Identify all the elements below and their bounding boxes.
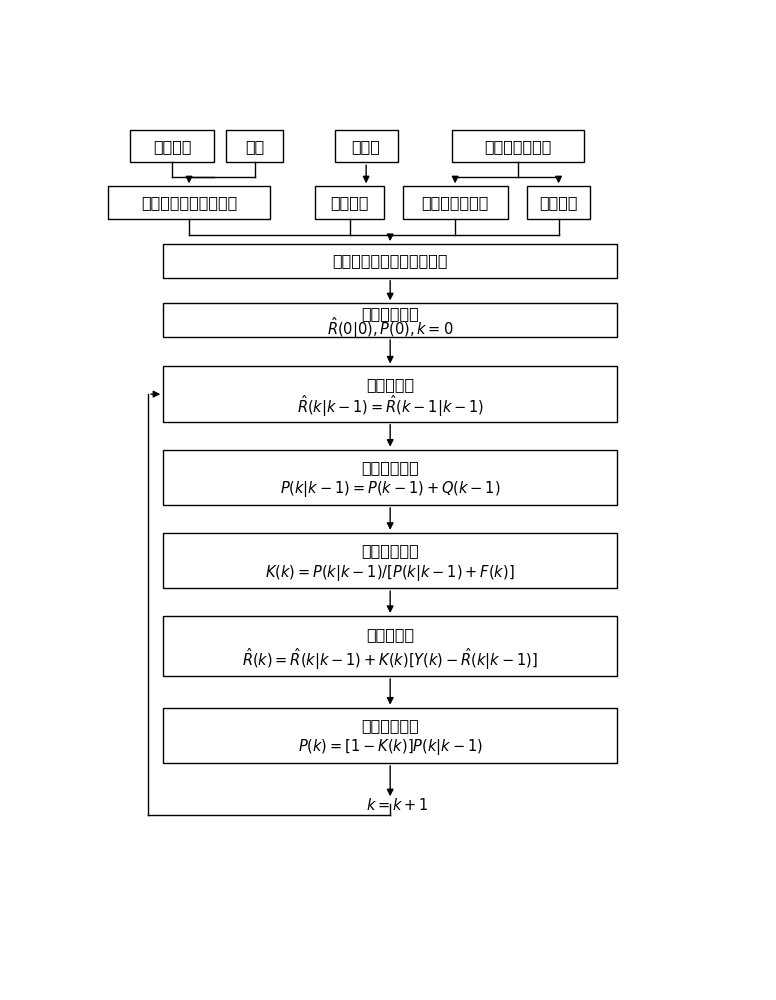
Text: 移动终端: 移动终端 [153, 139, 192, 154]
Text: $k=k+1$: $k=k+1$ [366, 797, 429, 813]
Bar [227, 130, 283, 162]
Text: $K(k)=P(k|k-1)/[P(k|k-1)+F(k)]$: $K(k)=P(k|k-1)/[P(k|k-1)+F(k)]$ [265, 563, 515, 583]
Bar [163, 533, 617, 588]
Text: 预测误差方差: 预测误差方差 [362, 460, 419, 475]
Text: $\hat{R}(0|0),P(0),k=0$: $\hat{R}(0|0),P(0),k=0$ [327, 315, 453, 341]
Bar [130, 130, 214, 162]
Text: 最优预测值: 最优预测值 [366, 377, 414, 392]
Bar [163, 303, 617, 337]
Text: $\hat{R}(k|k-1)=\hat{R}(k-1|k-1)$: $\hat{R}(k|k-1)=\hat{R}(k-1|k-1)$ [296, 393, 483, 419]
Text: 最优滤波增益: 最优滤波增益 [362, 543, 419, 558]
Text: 雨强分布: 雨强分布 [539, 195, 578, 210]
Text: 最优滤波值: 最优滤波值 [366, 628, 414, 643]
Text: 多普勒天气雷达: 多普勒天气雷达 [484, 139, 552, 154]
Bar [334, 130, 397, 162]
Bar [163, 366, 617, 422]
Text: 移动终端信号雨衰特征: 移动终端信号雨衰特征 [141, 195, 237, 210]
Bar [163, 708, 617, 763]
Text: 基站: 基站 [245, 139, 265, 154]
Text: $P(k)=[1-K(k)]P(k|k-1)$: $P(k)=[1-K(k)]P(k|k-1)$ [298, 737, 483, 757]
Text: 单点雨强: 单点雨强 [331, 195, 369, 210]
Bar [108, 186, 270, 219]
Bar [527, 186, 590, 219]
Text: 构建初始场：: 构建初始场： [362, 307, 419, 322]
Text: 雷达反射率因子: 雷达反射率因子 [421, 195, 489, 210]
Bar [163, 616, 617, 676]
Bar [163, 244, 617, 278]
Text: 大数据挖掘与相关关系分析: 大数据挖掘与相关关系分析 [332, 253, 448, 268]
Text: $P(k|k-1)=P(k-1)+Q(k-1)$: $P(k|k-1)=P(k-1)+Q(k-1)$ [280, 479, 501, 499]
Text: 滤波误差方差: 滤波误差方差 [362, 718, 419, 733]
Text: $\hat{R}(k)=\hat{R}(k|k-1)+K(k)[Y(k)-\hat{R}(k|k-1)]$: $\hat{R}(k)=\hat{R}(k|k-1)+K(k)[Y(k)-\ha… [242, 646, 538, 672]
Text: 雨量计: 雨量计 [352, 139, 380, 154]
Bar [452, 130, 584, 162]
Bar [315, 186, 384, 219]
Bar [163, 450, 617, 505]
Bar [403, 186, 508, 219]
